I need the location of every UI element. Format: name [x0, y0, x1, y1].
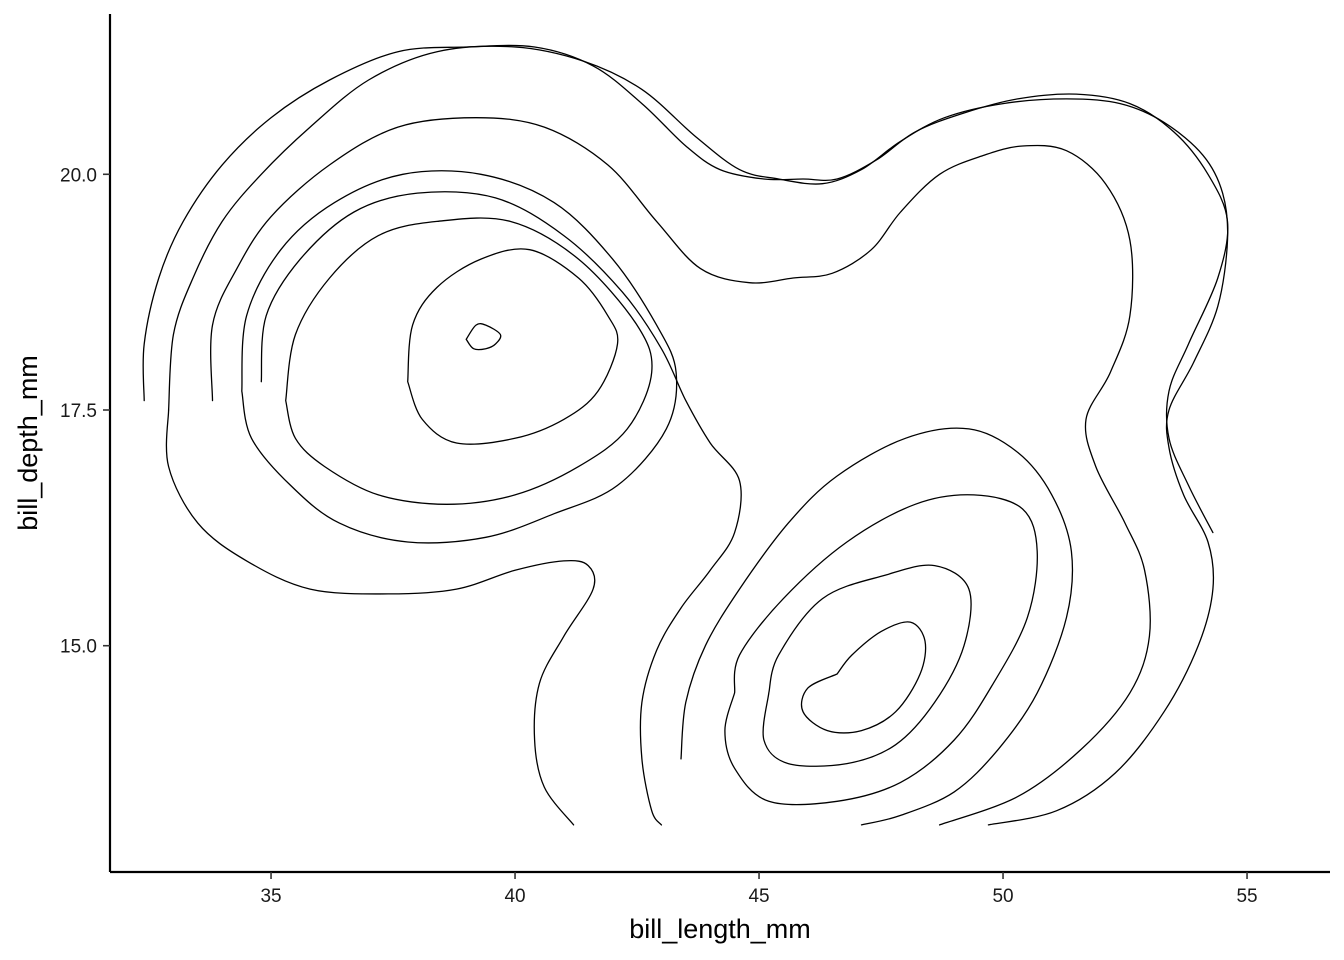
contour-line-4 [260, 191, 742, 826]
y-tick-label-20.0: 20.0 [60, 165, 97, 186]
contour-line-13 [241, 170, 678, 544]
contour-line-2 [142, 44, 1229, 534]
x-tick-label-55: 55 [1236, 886, 1257, 907]
x-tick-label-40: 40 [504, 886, 525, 907]
y-axis-title: bill_depth_mm [13, 355, 43, 531]
contour-line-8 [762, 564, 972, 767]
contour-line-5 [407, 248, 619, 445]
x-axis-title: bill_length_mm [629, 914, 811, 944]
axes [108, 14, 1330, 874]
contour-line-6 [465, 323, 502, 351]
x-axis-ticks: 35 40 45 50 55 [260, 872, 1258, 907]
contour-line-12 [285, 217, 653, 505]
y-tick-label-17.5: 17.5 [60, 401, 97, 422]
contour-line-7 [800, 621, 927, 734]
contour-line-10 [680, 427, 1074, 826]
x-tick-label-45: 45 [748, 886, 769, 907]
x-tick-label-35: 35 [260, 886, 281, 907]
contour-line-11 [165, 409, 596, 826]
y-tick-label-15.0: 15.0 [60, 637, 97, 658]
y-axis-ticks: 15.0 17.5 20.0 [60, 165, 110, 658]
density-contours [142, 44, 1229, 826]
contour-line-3 [210, 117, 1151, 826]
contour-line-9 [724, 494, 1038, 806]
x-tick-label-50: 50 [992, 886, 1013, 907]
contour-line-1 [167, 45, 1229, 826]
